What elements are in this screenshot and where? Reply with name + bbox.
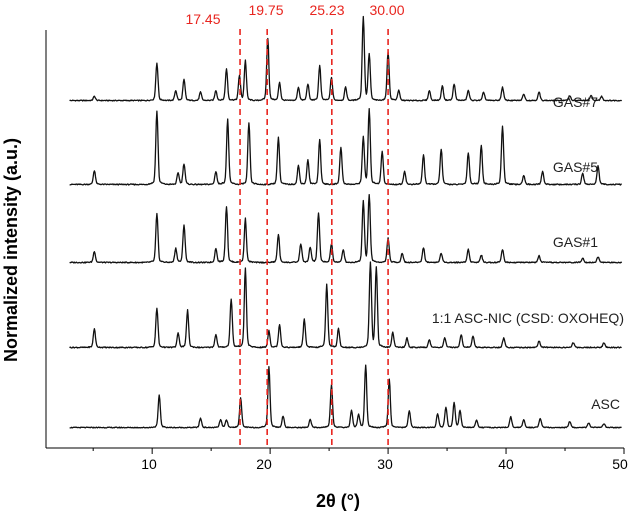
- ref-label-30-00: 30.00: [369, 2, 404, 18]
- series-line-gas-1: [69, 193, 623, 264]
- x-tick-label-40: 40: [498, 456, 514, 472]
- series-line-gas-5: [69, 108, 623, 186]
- series-label-gas1: GAS#1: [553, 234, 598, 250]
- ref-label-17-45: 17.45: [185, 11, 220, 27]
- series-line-asc: [69, 364, 622, 429]
- x-tick-label-30: 30: [377, 456, 393, 472]
- y-axis-title: Normalized intensity (a.u.): [1, 138, 21, 362]
- x-tick-label-50: 50: [612, 456, 628, 472]
- series-label-asc-nic: 1:1 ASC-NIC (CSD: OXOHEQ): [432, 310, 624, 326]
- series-line-gas-7: [69, 15, 623, 102]
- x-axis-title: 2θ (°): [316, 491, 360, 511]
- series-label-gas7: GAS#7: [553, 94, 598, 110]
- ref-label-25-23: 25.23: [309, 2, 344, 18]
- ref-label-19-75: 19.75: [248, 2, 283, 18]
- x-tick-label-20: 20: [256, 456, 272, 472]
- series-label-gas5: GAS#5: [553, 159, 598, 175]
- x-tick-label-10: 10: [141, 456, 157, 472]
- series-line-1-1-asc-nic-csd-oxoheq: [69, 261, 622, 349]
- series-label-asc: ASC: [591, 396, 620, 412]
